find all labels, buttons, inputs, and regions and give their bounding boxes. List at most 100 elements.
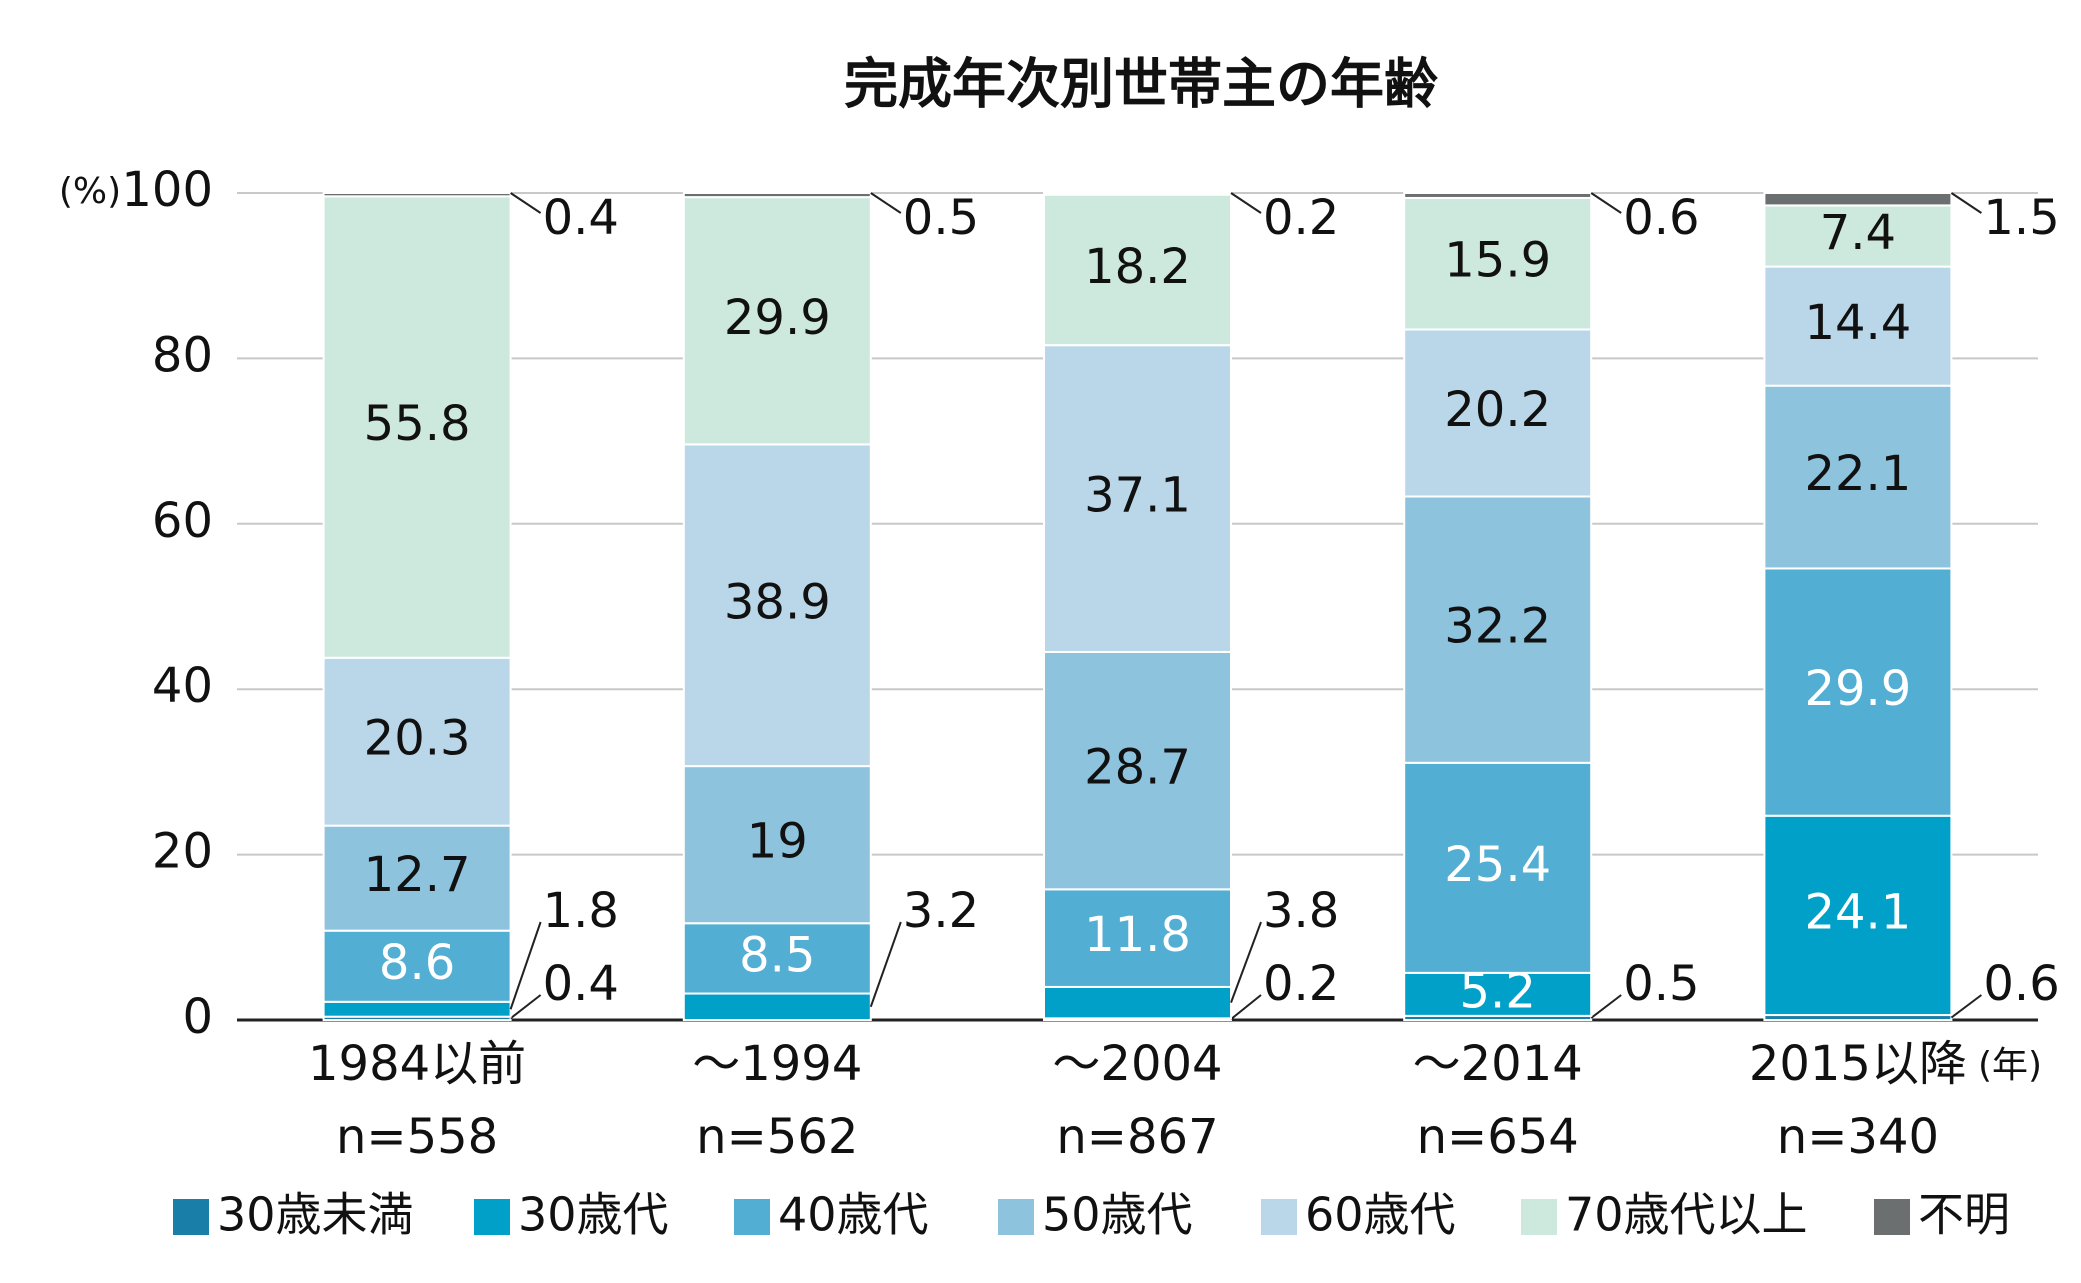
legend-swatch xyxy=(1261,1199,1297,1235)
callout-line xyxy=(1950,994,1983,1019)
value-label: 0.5 xyxy=(903,190,979,246)
value-label: 0.5 xyxy=(1623,956,1699,1012)
bar-segment xyxy=(1403,761,1593,974)
bar-segment xyxy=(1763,204,1953,268)
y-tick-label: 40 xyxy=(152,658,213,714)
bar-segment xyxy=(322,1000,512,1018)
value-label: 8.6 xyxy=(379,935,455,991)
value-label: 7.4 xyxy=(1820,205,1896,261)
value-label: 15.9 xyxy=(1444,233,1551,289)
legend-label: 30歳代 xyxy=(518,1188,669,1242)
bar-segment xyxy=(1763,384,1953,570)
y-tick-label: 0 xyxy=(182,989,213,1045)
callout-line xyxy=(1230,921,1262,1003)
legend-swatch xyxy=(734,1199,770,1235)
value-label: 38.9 xyxy=(724,574,831,630)
value-label: 3.2 xyxy=(903,883,979,939)
sample-size: n=562 xyxy=(696,1109,858,1165)
bar-segment xyxy=(322,192,512,198)
value-label: 24.1 xyxy=(1804,884,1911,940)
bar-segment xyxy=(322,656,512,827)
legend-swatch xyxy=(474,1199,510,1235)
bar-segment xyxy=(322,195,512,659)
value-label: 32.2 xyxy=(1444,599,1551,655)
callout-line xyxy=(509,921,542,1010)
bar-segment xyxy=(1403,971,1593,1017)
value-label: 29.9 xyxy=(724,290,831,346)
legend-label: 40歳代 xyxy=(778,1188,929,1242)
value-label: 55.8 xyxy=(364,396,471,452)
bar-segment xyxy=(1043,344,1232,653)
sample-size: n=867 xyxy=(1056,1109,1218,1165)
value-label: 3.8 xyxy=(1263,883,1339,939)
value-label: 0.4 xyxy=(543,956,619,1012)
legend-swatch xyxy=(173,1199,209,1235)
bar-segment xyxy=(1403,328,1593,498)
value-label: 12.7 xyxy=(364,847,471,903)
bar-segment xyxy=(682,765,872,925)
y-tick-label: 20 xyxy=(152,824,213,880)
callout-line xyxy=(1590,192,1622,214)
legend-swatch xyxy=(1521,1199,1557,1235)
bar-segment xyxy=(1763,265,1953,387)
value-label: 28.7 xyxy=(1084,740,1191,796)
bar-segment xyxy=(1403,196,1593,331)
value-label: 25.4 xyxy=(1444,837,1551,893)
bar-segment xyxy=(1043,650,1232,891)
y-unit: (%) xyxy=(59,171,121,212)
sample-size: n=654 xyxy=(1417,1109,1579,1165)
chart-title: 完成年次別世帯主の年齢 xyxy=(844,53,1438,116)
bar-segment xyxy=(682,192,872,199)
bar-segment xyxy=(322,824,512,932)
value-label: 11.8 xyxy=(1084,907,1191,963)
legend-label: 30歳未満 xyxy=(217,1188,414,1242)
value-label: 18.2 xyxy=(1084,239,1191,295)
bar-segment xyxy=(1403,192,1593,199)
legend-swatch xyxy=(1874,1199,1910,1235)
value-label: 14.4 xyxy=(1804,295,1911,351)
callout-line xyxy=(1950,192,1982,214)
value-label: 22.1 xyxy=(1804,446,1911,502)
bar-segment xyxy=(1763,567,1953,817)
callout-line xyxy=(1590,994,1622,1019)
bar-segment xyxy=(1043,888,1232,988)
bar-segment xyxy=(1403,495,1593,764)
value-label: 1.5 xyxy=(1983,190,2059,246)
value-label: 0.4 xyxy=(543,190,619,246)
bar-segment xyxy=(1763,814,1953,1017)
callout-line xyxy=(869,921,902,1008)
legend-label: 50歳代 xyxy=(1042,1188,1193,1242)
bar-segment xyxy=(1763,192,1953,207)
bar-segment xyxy=(682,992,872,1022)
bar-segment xyxy=(1043,192,1232,196)
y-tick-label: 100 xyxy=(121,162,213,218)
value-label: 20.3 xyxy=(364,711,471,767)
bar-segment xyxy=(1043,193,1232,347)
y-tick-label: 60 xyxy=(152,493,213,549)
callout-line xyxy=(1230,192,1262,214)
legend-swatch xyxy=(998,1199,1034,1235)
y-tick-label: 80 xyxy=(152,327,213,383)
bar-segment xyxy=(682,443,872,768)
callout-line xyxy=(509,994,542,1020)
callout-line xyxy=(870,192,902,214)
value-label: 0.2 xyxy=(1263,190,1339,246)
value-label: 20.2 xyxy=(1444,382,1551,438)
value-label: 0.2 xyxy=(1263,956,1339,1012)
x-tick-label: 2015以降 xyxy=(1749,1036,1967,1092)
legend-label: 60歳代 xyxy=(1305,1188,1456,1242)
value-label: 19 xyxy=(747,814,808,870)
value-label: 8.5 xyxy=(739,927,815,983)
callout-line xyxy=(510,192,542,214)
value-label: 1.8 xyxy=(543,883,619,939)
value-label: 0.6 xyxy=(1623,190,1699,246)
sample-size: n=558 xyxy=(336,1109,498,1165)
x-tick-label: ～2004 xyxy=(1052,1036,1222,1092)
bar-segment xyxy=(682,922,872,995)
x-tick-label: ～1994 xyxy=(692,1036,862,1092)
value-label: 0.6 xyxy=(1983,956,2059,1012)
x-tick-label: ～2014 xyxy=(1413,1036,1583,1092)
bar-segment xyxy=(1043,985,1232,1020)
sample-size: n=340 xyxy=(1777,1109,1939,1165)
